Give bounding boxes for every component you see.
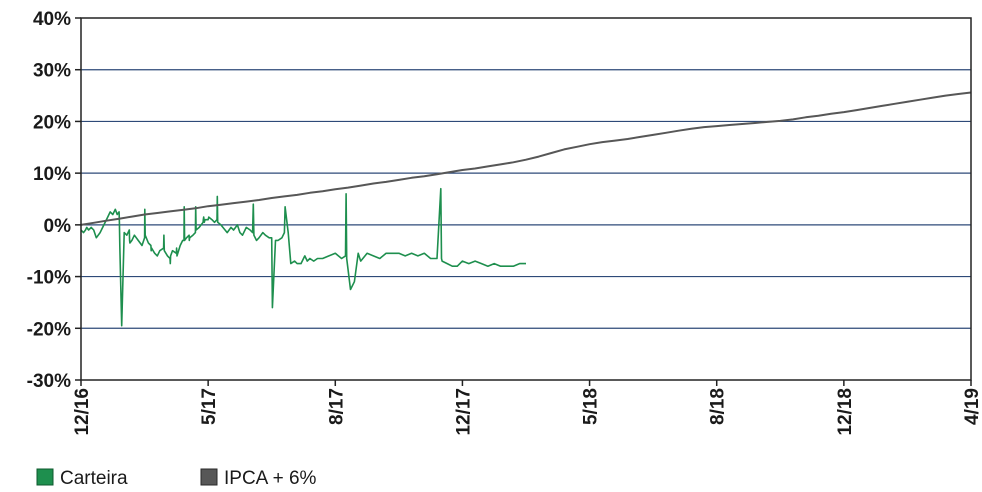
x-tick-label: 8/18 (708, 388, 729, 425)
y-axis-ticks: 40% 30% 20% 10% 0% -10% -20% -30% (27, 9, 81, 392)
y-tick-label: -20% (27, 319, 71, 340)
legend-label-carteira: Carteira (60, 468, 128, 489)
series-layer (80, 91, 972, 327)
legend: Carteira IPCA + 6% (36, 468, 317, 489)
x-tick-label: 5/18 (581, 388, 602, 425)
legend-swatch-carteira (36, 468, 54, 486)
series-line-ipca (80, 91, 972, 226)
y-tick-label: 30% (33, 61, 71, 82)
x-tick-label: 4/19 (962, 388, 982, 425)
y-tick-label: -10% (27, 268, 71, 289)
legend-label-ipca: IPCA + 6% (224, 468, 317, 489)
x-tick-label: 12/17 (453, 388, 474, 436)
x-axis-ticks: 12/16 5/17 8/17 12/17 5/18 8/18 12/18 4/19 (72, 380, 982, 436)
x-tick-label: 12/16 (72, 388, 93, 436)
y-tick-label: -30% (27, 371, 71, 392)
plot-frame (80, 17, 972, 381)
y-tick-label: 20% (33, 112, 71, 133)
x-tick-label: 12/18 (835, 388, 856, 436)
y-tick-label: 10% (33, 164, 71, 185)
gridlines (81, 69, 971, 329)
x-tick-label: 8/17 (326, 388, 347, 425)
y-tick-label: 0% (44, 216, 72, 237)
plot-area (81, 18, 971, 380)
y-tick-label: 40% (33, 9, 71, 30)
series-line-carteira (80, 187, 526, 327)
x-tick-label: 5/17 (199, 388, 220, 425)
legend-swatch-ipca (200, 468, 218, 486)
